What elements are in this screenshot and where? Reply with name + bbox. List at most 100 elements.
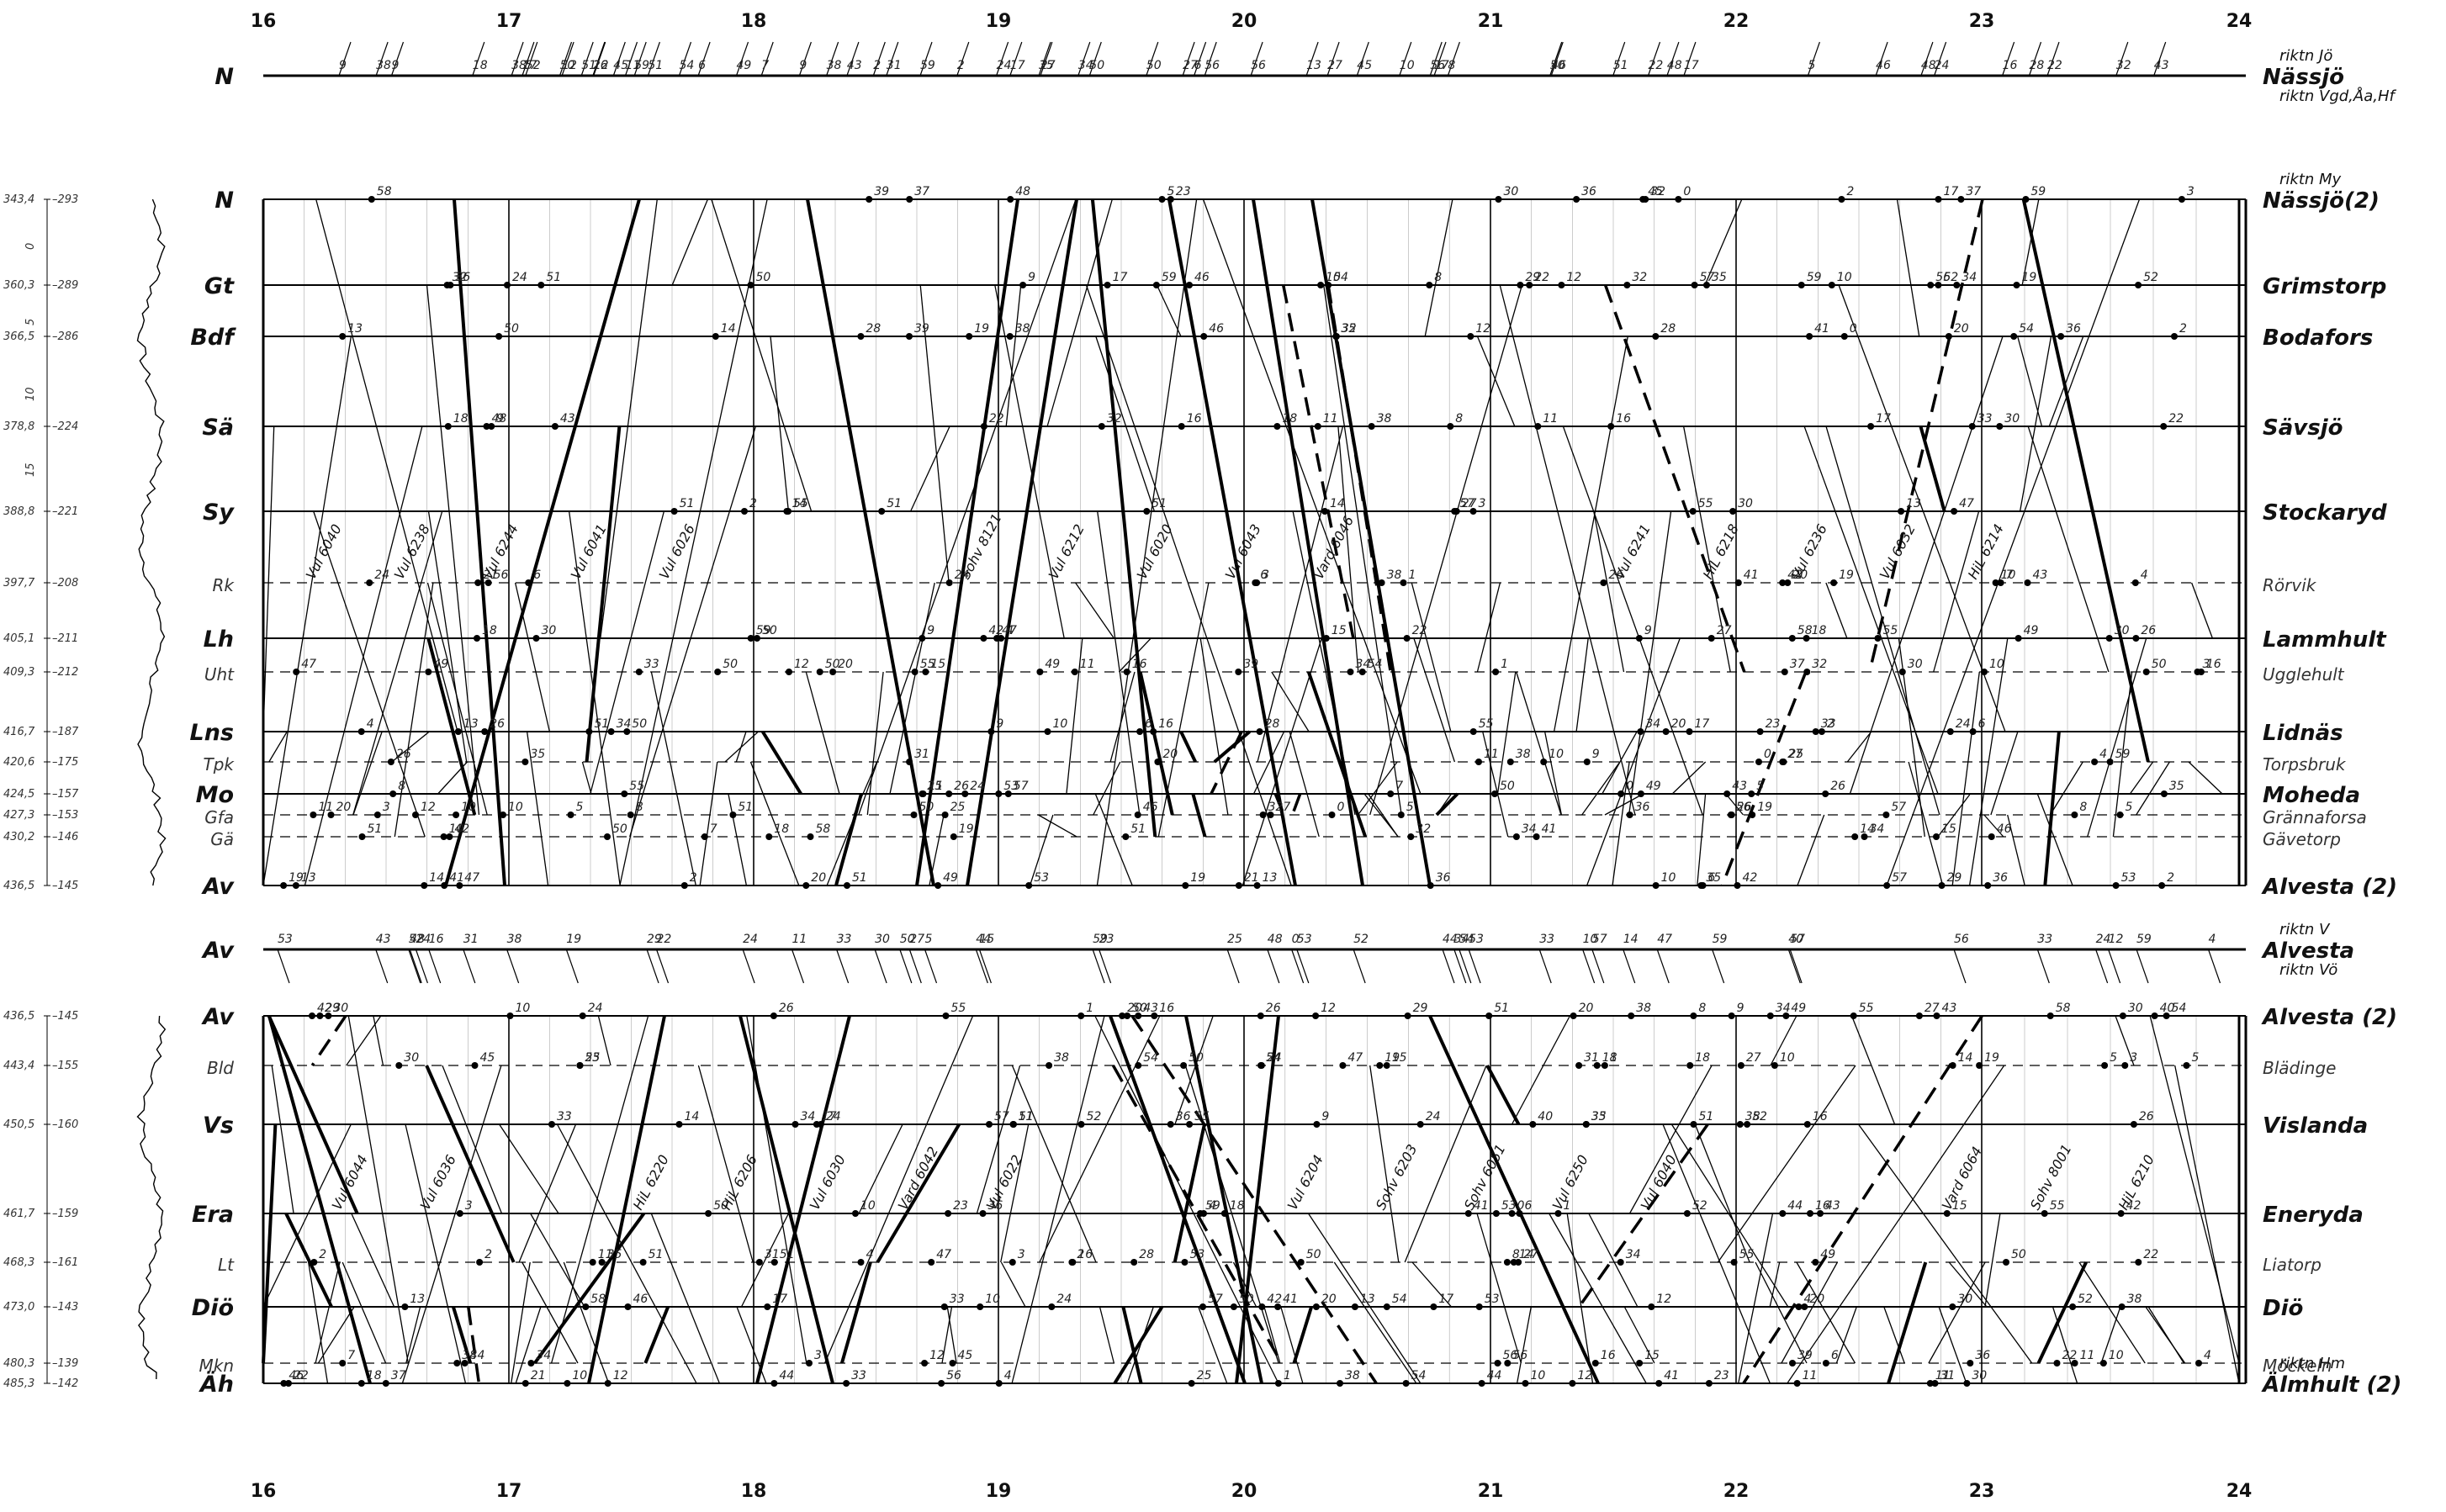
minute-label: 3 — [814, 1349, 822, 1362]
train-path-lower — [515, 1306, 542, 1384]
train-path-lower — [839, 1261, 872, 1364]
branch-train — [1204, 41, 1217, 77]
minute-label: 5 — [1167, 185, 1175, 198]
minute-label: 8 — [1512, 1248, 1520, 1261]
train-path-upper — [1029, 814, 1054, 886]
stop-dot — [1124, 1012, 1131, 1019]
station-name: Vislanda — [2263, 1113, 2368, 1139]
branch-minute: 31 — [887, 59, 902, 72]
minute-label: 23 — [1714, 1369, 1729, 1382]
stop-dot — [1686, 728, 1693, 735]
stop-dot — [1949, 1062, 1956, 1069]
branch-minute: 56 — [1204, 59, 1220, 72]
train-number: Vul 6040 — [303, 521, 345, 582]
minute-label: 47 — [1959, 497, 1974, 510]
minute-label: 51 — [594, 717, 609, 731]
stop-dot — [1274, 1380, 1282, 1387]
minute-label: 50 — [504, 322, 519, 336]
minute-label: 21 — [1244, 871, 1259, 885]
minute-label: 30 — [542, 624, 557, 637]
minute-label: 50 — [2011, 1248, 2026, 1261]
minute-label: 13 — [463, 717, 479, 731]
branch-minute: 51 — [1613, 59, 1628, 72]
branch-train — [975, 949, 988, 984]
stop-dot — [1491, 790, 1498, 797]
stop-dot — [1723, 790, 1731, 797]
stop-dot — [705, 1210, 712, 1217]
branch-train — [409, 949, 422, 984]
branch-minute: 49 — [737, 59, 752, 72]
minute-label: 8 — [636, 801, 643, 814]
stop-dot — [444, 423, 452, 430]
profile-scale: 0 — [24, 243, 37, 250]
stop-dot — [1297, 1259, 1305, 1266]
minute-label: 21 — [483, 568, 498, 582]
hour-label-top: 16 — [251, 11, 277, 32]
branch-minute: 50 — [1089, 59, 1104, 72]
minute-label: 18 — [1230, 1199, 1245, 1213]
train-path-lower — [1198, 1306, 1228, 1384]
train-path-upper — [2043, 731, 2061, 886]
stop-dot — [1044, 728, 1051, 735]
train-path-lower — [442, 1065, 503, 1214]
branch-train — [2095, 949, 2109, 984]
minute-label: 27 — [1462, 497, 1477, 510]
stop-dot — [1797, 282, 1805, 288]
stop-dot — [1691, 282, 1698, 288]
train-path-upper — [2007, 814, 2025, 886]
train-path-upper — [2048, 336, 2084, 427]
train-path-lower — [308, 1261, 329, 1384]
express-path-upper — [915, 198, 1019, 886]
minute-label: 22 — [989, 412, 1004, 426]
stop-dot — [506, 1012, 514, 1019]
stop-dot — [1756, 728, 1764, 735]
minute-label: 36 — [1436, 871, 1451, 885]
direction-label: riktn Vgd,Åa,Hf — [2279, 87, 2397, 105]
minute-label: 3 — [1262, 568, 1269, 582]
minute-label: 9 — [1592, 748, 1600, 761]
train-path-lower — [1787, 1065, 2005, 1384]
branch-minute: 8 — [1448, 59, 1455, 72]
stop-dot — [1822, 790, 1829, 797]
minute-label: 2 — [690, 871, 697, 885]
km-label: 409,3 — [3, 666, 34, 679]
branch-train — [375, 41, 389, 77]
stop-dot — [1945, 333, 1952, 340]
stop-dot — [1779, 1210, 1787, 1217]
station-name: Liatorp — [2263, 1255, 2322, 1275]
stop-dot — [1637, 790, 1644, 797]
train-path-lower — [1369, 1065, 1400, 1263]
minute-label: 0 — [1517, 1199, 1525, 1213]
stop-dot — [1180, 1062, 1188, 1069]
train-path-lower — [1588, 1213, 1639, 1308]
branch-train — [1433, 41, 1447, 77]
branch-train — [1934, 41, 1947, 77]
minute-label: 5 — [2126, 801, 2133, 814]
stop-dot — [2010, 333, 2018, 340]
minute-label: 10 — [2001, 568, 2016, 582]
minute-label: 11 — [1543, 412, 1558, 426]
train-path-lower — [876, 1123, 961, 1264]
train-path-lower — [2149, 1015, 2240, 1364]
station-abbr: Mo — [196, 782, 234, 808]
stop-dot — [1779, 759, 1787, 765]
minute-label: 2 — [749, 497, 757, 510]
train-path-lower — [1984, 1213, 2001, 1308]
station-name: Rörvik — [2263, 575, 2317, 595]
minute-label: 51 — [1019, 1110, 1034, 1123]
minute-label: 4 — [1006, 624, 1014, 637]
stop-dot — [1822, 1360, 1829, 1367]
branch-minute: 38 — [827, 59, 842, 72]
station-abbr: Bld — [207, 1058, 234, 1078]
stop-dot — [2112, 882, 2120, 889]
stop-dot — [1623, 282, 1631, 288]
train-path-lower — [499, 1123, 559, 1214]
stop-dot — [949, 1360, 956, 1367]
branch-train — [1787, 949, 1801, 984]
minute-label: 26 — [1608, 568, 1623, 582]
branch-train — [428, 949, 442, 984]
train-path-lower — [1011, 1015, 1105, 1384]
train-path-lower — [1742, 1015, 1983, 1384]
train-path-upper — [1094, 793, 1133, 886]
